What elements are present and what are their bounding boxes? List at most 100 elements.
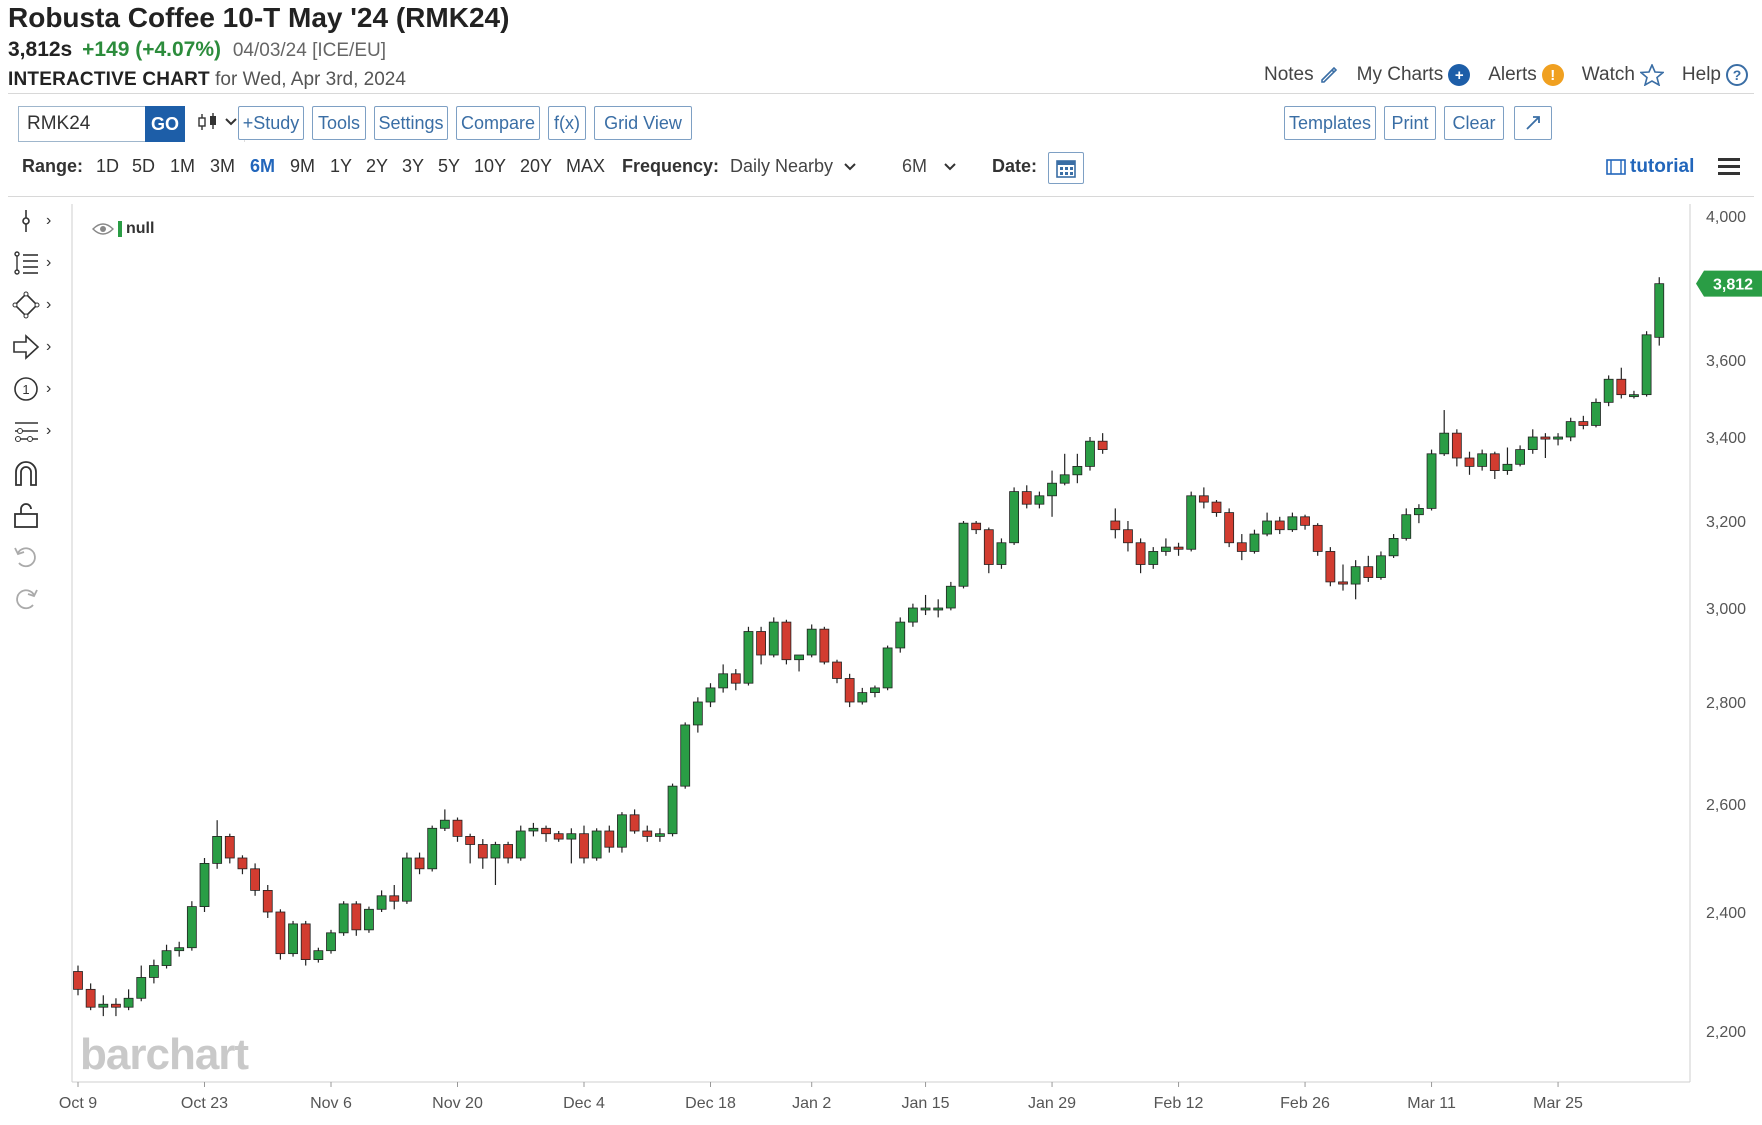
candle-body	[1148, 551, 1159, 565]
chart-legend[interactable]: null	[92, 220, 154, 238]
lock-tool[interactable]	[12, 494, 62, 536]
candle-body	[604, 830, 615, 848]
candle-body	[1123, 529, 1133, 544]
shape-tool[interactable]: ›	[12, 284, 62, 326]
compare-button[interactable]: Compare	[456, 106, 540, 140]
candle-body	[186, 906, 197, 949]
symbol-input[interactable]	[18, 106, 146, 142]
frequency-select[interactable]: Daily Nearby	[730, 156, 857, 177]
candle-body	[1565, 421, 1576, 438]
range-20y[interactable]: 20Y	[520, 156, 553, 176]
candle-body	[1376, 555, 1386, 578]
alerts-link[interactable]: Alerts !	[1488, 64, 1564, 86]
range-3m[interactable]: 3M	[210, 156, 236, 176]
tutorial-link[interactable]: tutorial	[1606, 156, 1694, 178]
annotation-tool[interactable]: 1 ›	[12, 368, 62, 410]
range-6m[interactable]: 6M	[250, 156, 276, 176]
fibonacci-tool[interactable]: ›	[12, 242, 62, 284]
quote-line: 3,812s +149 (+4.07%) 04/03/24 [ICE/EU]	[8, 38, 386, 62]
candle-body	[718, 673, 729, 689]
range-5d[interactable]: 5D	[132, 156, 156, 176]
candle-body	[617, 814, 627, 848]
date-label: Date:	[992, 156, 1038, 176]
candle-body	[199, 863, 210, 908]
watch-link[interactable]: Watch	[1582, 64, 1664, 86]
candle-body	[1603, 378, 1614, 403]
x-tick-label: Oct 23	[181, 1095, 228, 1112]
range-1d[interactable]: 1D	[96, 156, 120, 176]
candle-body	[806, 628, 817, 656]
y-tick-label: 3,200	[1706, 514, 1746, 531]
range-5y[interactable]: 5Y	[438, 156, 461, 176]
study-button[interactable]: +Study	[238, 106, 304, 140]
price-change: +149 (+4.07%)	[82, 38, 222, 61]
redo-tool[interactable]	[12, 578, 62, 620]
candle-body	[452, 819, 463, 837]
range-3y[interactable]: 3Y	[402, 156, 425, 176]
last-price-badge-label: 3,812	[1713, 277, 1753, 294]
candle-body	[528, 827, 539, 832]
undo-tool[interactable]	[12, 536, 62, 578]
candle-body	[819, 628, 830, 663]
chart-type-select[interactable]	[196, 112, 238, 132]
candle-body	[1085, 440, 1095, 467]
interactive-chart-line: INTERACTIVE CHART for Wed, Apr 3rd, 2024	[8, 69, 406, 91]
settings-button[interactable]: Settings	[374, 106, 448, 140]
expand-button[interactable]	[1514, 106, 1552, 140]
arrow-tool[interactable]: ›	[12, 326, 62, 368]
my-charts-link[interactable]: My Charts +	[1357, 64, 1471, 86]
range-bar: Range: 1D 5D 1M 3M 6M 9M 1Y 2Y 3Y 5Y 10Y…	[22, 152, 1748, 184]
range-9m[interactable]: 9M	[290, 156, 316, 176]
barchart-watermark: barchart	[80, 1030, 249, 1079]
notes-link[interactable]: Notes	[1264, 64, 1339, 86]
chevron-right-icon: ›	[46, 380, 52, 397]
period-select[interactable]: 6M	[902, 156, 957, 177]
range-1y[interactable]: 1Y	[330, 156, 353, 176]
measure-tool[interactable]: ›	[12, 410, 62, 452]
candle-body	[1388, 538, 1399, 557]
range-max[interactable]: MAX	[566, 156, 606, 176]
candle-body	[958, 522, 969, 587]
go-button[interactable]: GO	[145, 106, 185, 142]
candle-body	[642, 830, 653, 837]
candle-body	[364, 908, 374, 931]
candle-body	[1401, 514, 1412, 539]
candle-body	[1274, 520, 1285, 531]
drawing-toolbar: › › › › 1 › ›	[12, 200, 62, 620]
chevron-right-icon: ›	[46, 254, 52, 271]
x-tick-label: Mar 11	[1407, 1095, 1456, 1112]
fx-button[interactable]: f(x)	[548, 106, 586, 140]
date-picker-button[interactable]	[1048, 152, 1084, 184]
candle-body	[629, 814, 640, 832]
candle-body	[971, 522, 982, 531]
candle-body	[1654, 283, 1665, 338]
unlock-icon	[14, 503, 38, 528]
numbered-marker-icon: 1	[14, 377, 38, 401]
range-2y[interactable]: 2Y	[366, 156, 389, 176]
range-1m[interactable]: 1M	[170, 156, 196, 176]
templates-button[interactable]: Templates	[1284, 106, 1376, 140]
crosshair-tool[interactable]: ›	[12, 200, 62, 242]
candle-body	[212, 836, 223, 864]
y-tick-label: 3,000	[1706, 601, 1746, 618]
tools-button[interactable]: Tools	[312, 106, 366, 140]
help-link[interactable]: Help ?	[1682, 64, 1748, 86]
candle-body	[275, 911, 286, 955]
magnet-tool[interactable]	[12, 452, 62, 494]
candlestick-icon	[198, 113, 216, 130]
clear-button[interactable]: Clear	[1444, 106, 1504, 140]
y-tick-label: 2,200	[1706, 1024, 1746, 1041]
candle-body	[1198, 495, 1209, 503]
menu-icon[interactable]	[1718, 154, 1740, 179]
candle-body	[1287, 516, 1298, 531]
candle-body	[1072, 465, 1083, 476]
grid-view-button[interactable]: Grid View	[594, 106, 692, 140]
measure-icon	[15, 422, 38, 442]
print-button[interactable]: Print	[1384, 106, 1436, 140]
candle-body	[1451, 432, 1462, 459]
candle-body	[250, 868, 261, 891]
candle-body	[1161, 546, 1171, 552]
candle-body	[1489, 453, 1500, 471]
range-10y[interactable]: 10Y	[474, 156, 507, 176]
